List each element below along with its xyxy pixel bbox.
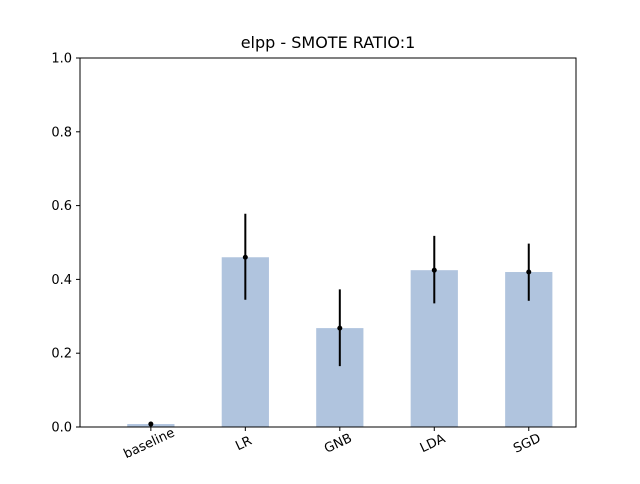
x-tick-label-lr: LR <box>233 434 254 454</box>
mean-point-lda <box>431 267 437 273</box>
y-tick-label: 0.2 <box>51 347 72 362</box>
x-tick-label-baseline: baseline <box>122 426 178 463</box>
mean-point-gnb <box>337 325 343 331</box>
y-tick-label: 1.0 <box>51 52 72 67</box>
y-tick-label: 0.6 <box>51 199 72 214</box>
mean-point-lr <box>242 254 248 260</box>
mean-point-sgd <box>526 269 532 275</box>
x-tick-label-sgd: SGD <box>511 431 543 457</box>
y-tick-label: 0.0 <box>51 421 72 436</box>
mean-point-baseline <box>148 421 154 427</box>
y-tick-label: 0.8 <box>51 125 72 140</box>
y-tick-label: 0.4 <box>51 273 72 288</box>
chart-title: elpp - SMOTE RATIO:1 <box>240 33 416 52</box>
x-axis: baseline LR GNB LDA SGD <box>122 426 544 463</box>
x-tick-label-gnb: GNB <box>322 431 354 457</box>
error-bars-layer <box>148 213 532 427</box>
y-axis: 0.0 0.2 0.4 0.6 0.8 1.0 <box>51 52 80 436</box>
plot-frame <box>79 57 577 428</box>
x-tick-label-lda: LDA <box>418 432 448 457</box>
